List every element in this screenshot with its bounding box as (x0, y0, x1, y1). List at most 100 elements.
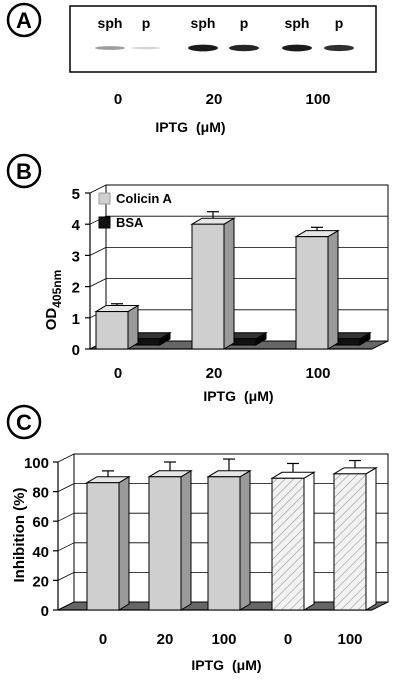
panel-b-ylabel-main: OD (43, 308, 60, 331)
grid-slant (89, 278, 107, 287)
x-tick-label: 0 (99, 631, 107, 648)
panel-b-ylabel: OD405nm (43, 270, 64, 331)
panel-a-letter: A (16, 8, 32, 33)
panel-c-badge (6, 404, 42, 440)
bar-side (239, 469, 251, 611)
bar-hatched (270, 462, 316, 611)
bar-front (295, 236, 329, 350)
grid-slant (57, 483, 75, 492)
panel-c-axes: 0 20 40 60 80 100 (24, 453, 389, 620)
bar-side (118, 475, 130, 611)
bar-side (327, 229, 339, 350)
y-tick-label: 3 (72, 248, 80, 265)
panel-b-ylabel-sub: 405nm (50, 270, 64, 308)
grid-slant (57, 572, 75, 581)
x-tick-label: 100 (211, 631, 236, 648)
panel-b-xlabel-unit: (μM) (244, 388, 274, 404)
x-tick-label: 0 (284, 631, 292, 648)
y-tick-label: 1 (72, 311, 80, 328)
panel-b-letter: B (16, 159, 32, 184)
x-tick-label: 20 (206, 365, 223, 382)
blot-band (282, 44, 312, 52)
lane-label-sph: sph (285, 15, 310, 31)
y-tick-label: 40 (32, 544, 49, 561)
bar-front (95, 311, 129, 350)
y-tick-label: 5 (72, 186, 80, 203)
grid-slant (89, 184, 107, 194)
legend-swatch (98, 192, 111, 205)
bar-side (223, 217, 235, 350)
grid-slant (57, 453, 75, 463)
bar-solid (206, 458, 252, 611)
x-tick-label: 100 (337, 631, 362, 648)
bar-front (86, 482, 120, 611)
panel-c-xlabel-main: IPTG (191, 657, 224, 673)
bar-hatched (332, 459, 378, 611)
grid-slant (57, 542, 75, 552)
bar-side (180, 469, 192, 611)
y-tick-label: 100 (24, 455, 49, 472)
bar-bsa (126, 331, 172, 346)
legend-label: BSA (116, 215, 144, 230)
y-tick-label: 0 (72, 342, 80, 359)
panel-c-xlabel-unit: (μM) (232, 657, 262, 673)
legend-label: Colicin A (116, 191, 172, 206)
x-tick-label: 100 (305, 365, 330, 382)
lane-label-sph: sph (98, 15, 123, 31)
blot-band (95, 46, 125, 50)
blot-frame (69, 5, 377, 73)
lane-label-p: p (142, 15, 151, 31)
panel-a-group-label: 0 (114, 91, 122, 108)
blot-band (229, 44, 259, 52)
x-tick-label: 20 (157, 631, 174, 648)
back-wall (105, 184, 389, 342)
bar-front (148, 476, 182, 611)
grid-slant (57, 512, 75, 522)
x-tick-label: 0 (114, 365, 122, 382)
panel-c-ylabel: Inhibition (%) (11, 488, 28, 583)
bar-side (127, 304, 139, 350)
blot-band (188, 44, 218, 52)
legend-swatch (98, 216, 111, 229)
panel-a-xlabel-main: IPTG (155, 119, 188, 135)
blot-lanes: sph p sph p sph p (95, 15, 354, 52)
grid-slant (89, 247, 107, 256)
lane-label-p: p (335, 15, 344, 31)
bar-side (303, 471, 315, 611)
panel-b-badge (6, 153, 42, 189)
lane-label-p: p (240, 15, 249, 31)
panel-c: C 0 20 40 60 80 100 0 20 100 0 100 Inhibition (%)… (6, 404, 389, 673)
bar-front (191, 223, 225, 350)
panel-b-bars: 0 20 100 (94, 211, 372, 382)
panel-a: A sph p sph p sph p 0 20 100 IPTG (μM) (6, 2, 377, 135)
bar-colicin-a (190, 211, 236, 350)
panel-a-group-label: 100 (305, 91, 330, 108)
panel-b: B 0 1 2 3 4 5 0 20 100 Colicin A BSA OD405nm IPT… (6, 153, 389, 404)
panel-a-group-label: 20 (206, 91, 223, 108)
blot-band (131, 46, 161, 50)
y-tick-label: 2 (72, 280, 80, 297)
y-tick-label: 80 (32, 485, 49, 502)
panel-a-xlabel-unit: (μM) (196, 119, 226, 135)
y-tick-label: 60 (32, 514, 49, 531)
y-tick-label: 4 (72, 217, 81, 234)
panel-b-xlabel-main: IPTG (203, 388, 236, 404)
bar-solid (147, 461, 193, 611)
panel-c-bars: 0 20 100 0 100 (85, 458, 378, 648)
blot-band (324, 44, 354, 52)
bar-side (365, 466, 377, 611)
panel-c-letter: C (16, 410, 32, 435)
bar-colicin-a (94, 303, 140, 350)
panel-a-group-labels: 0 20 100 (114, 91, 331, 108)
bar-front (333, 473, 367, 611)
bar-colicin-a (294, 226, 340, 350)
panel-b-legend: Colicin A BSA (98, 191, 172, 230)
lane-label-sph: sph (191, 15, 216, 31)
panel-a-badge (6, 2, 42, 38)
bar-front (271, 477, 305, 611)
bar-front (207, 476, 241, 611)
y-tick-label: 0 (41, 603, 49, 620)
bar-solid (85, 470, 131, 611)
y-tick-label: 20 (32, 573, 49, 590)
